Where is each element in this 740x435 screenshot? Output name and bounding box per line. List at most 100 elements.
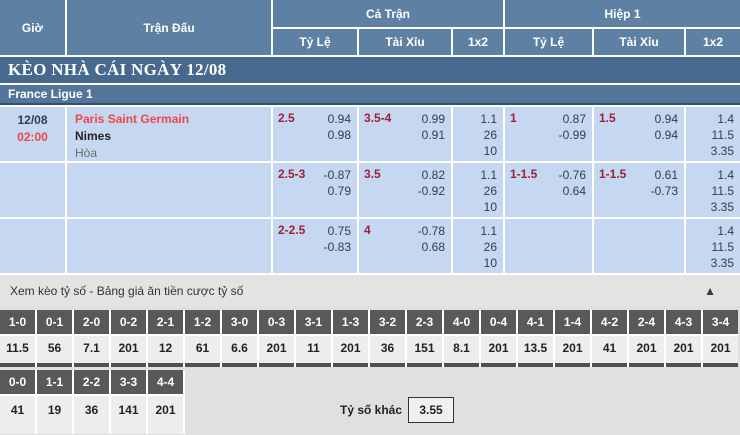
h1-overunder-cell[interactable]: 1.5 0.94 0.94 <box>594 107 684 161</box>
score-odds-tile[interactable]: 2-2 36 <box>74 370 109 434</box>
score-odds-value[interactable]: 11 <box>296 336 331 367</box>
league-title[interactable]: France Ligue 1 <box>0 85 740 105</box>
score-odds-tile[interactable]: 1-4 201 <box>555 310 590 367</box>
score-odds-value[interactable]: 12 <box>148 336 183 367</box>
odds-value[interactable]: 0.79 <box>327 184 351 198</box>
odds-value[interactable]: 10 <box>483 200 497 214</box>
odds-value[interactable]: 0.94 <box>654 112 678 126</box>
score-odds-tile[interactable]: 2-0 7.1 <box>74 310 109 367</box>
score-section-toggle[interactable]: Xem kèo tỷ số - Bảng giá ăn tiền cược tỷ… <box>0 275 740 307</box>
ft-1x2-cell[interactable]: 1.1 26 10 <box>453 219 503 273</box>
odds-value[interactable]: -0.83 <box>323 240 351 254</box>
h1-1x2-cell[interactable]: 1.4 11.5 3.35 <box>686 219 740 273</box>
odds-value[interactable]: 11.5 <box>711 128 734 142</box>
score-odds-tile[interactable]: 1-0 11.5 <box>0 310 35 367</box>
h1-1x2-cell[interactable]: 1.4 11.5 3.35 <box>686 163 740 217</box>
collapse-arrow-icon[interactable]: ▲ <box>704 284 716 298</box>
odds-value[interactable]: 0.91 <box>421 128 445 142</box>
score-odds-value[interactable]: 201 <box>333 336 368 367</box>
score-odds-tile[interactable]: 0-3 201 <box>259 310 294 367</box>
score-odds-value[interactable]: 6.6 <box>222 336 257 367</box>
score-odds-tile[interactable]: 4-2 41 <box>592 310 627 367</box>
h1-handicap-cell[interactable]: 1 0.87 -0.99 <box>505 107 592 161</box>
h1-1x2-cell[interactable]: 1.4 11.5 3.35 <box>686 107 740 161</box>
score-odds-tile[interactable]: 4-3 201 <box>666 310 701 367</box>
odds-value[interactable]: 1.1 <box>480 112 497 126</box>
odds-value[interactable]: 0.75 <box>327 224 351 238</box>
score-odds-value[interactable]: 201 <box>111 336 146 367</box>
score-odds-value[interactable]: 201 <box>666 336 701 367</box>
score-odds-value[interactable]: 201 <box>629 336 664 367</box>
score-odds-value[interactable]: 201 <box>555 336 590 367</box>
score-odds-value[interactable]: 201 <box>148 396 183 434</box>
score-odds-tile[interactable]: 2-4 201 <box>629 310 664 367</box>
odds-value[interactable]: 1.1 <box>480 224 497 238</box>
odds-value[interactable]: -0.78 <box>417 224 445 238</box>
odds-value[interactable]: 0.98 <box>327 128 351 142</box>
score-odds-tile[interactable]: 1-3 201 <box>333 310 368 367</box>
odds-value[interactable]: -0.76 <box>558 168 586 182</box>
score-odds-value[interactable]: 8.1 <box>444 336 479 367</box>
match-teams-cell[interactable]: Paris Saint Germain Nimes Hòa <box>67 107 271 161</box>
score-odds-value[interactable]: 201 <box>703 336 738 367</box>
ft-handicap-cell[interactable]: 2.5 0.94 0.98 <box>273 107 357 161</box>
odds-value[interactable]: 26 <box>483 128 497 142</box>
odds-value[interactable]: 3.35 <box>710 200 734 214</box>
score-odds-value[interactable]: 201 <box>481 336 516 367</box>
score-odds-tile[interactable]: 1-2 61 <box>185 310 220 367</box>
ft-overunder-cell[interactable]: 3.5-4 0.99 0.91 <box>359 107 451 161</box>
h1-overunder-cell[interactable]: 1-1.5 0.61 -0.73 <box>594 163 684 217</box>
score-odds-value[interactable]: 41 <box>592 336 627 367</box>
odds-value[interactable]: 0.99 <box>421 112 445 126</box>
score-odds-tile[interactable]: 1-1 19 <box>37 370 72 434</box>
odds-value[interactable]: 10 <box>483 144 497 158</box>
score-odds-tile[interactable]: 2-1 12 <box>148 310 183 367</box>
score-odds-value[interactable]: 36 <box>370 336 405 367</box>
score-odds-tile[interactable]: 0-4 201 <box>481 310 516 367</box>
score-odds-tile[interactable]: 3-4 201 <box>703 310 738 367</box>
score-odds-value[interactable]: 201 <box>259 336 294 367</box>
odds-value[interactable]: 0.94 <box>327 112 351 126</box>
odds-value[interactable]: -0.73 <box>650 184 678 198</box>
odds-value[interactable]: 11.5 <box>711 240 734 254</box>
score-odds-tile[interactable]: 0-1 56 <box>37 310 72 367</box>
score-odds-value[interactable]: 151 <box>407 336 442 367</box>
other-score-odds-box[interactable]: 3.55 <box>408 397 455 423</box>
score-odds-tile[interactable]: 0-2 201 <box>111 310 146 367</box>
odds-value[interactable]: 3.35 <box>710 144 734 158</box>
score-odds-tile[interactable]: 4-1 13.5 <box>518 310 553 367</box>
ft-overunder-cell[interactable]: 3.5 0.82 -0.92 <box>359 163 451 217</box>
ft-1x2-cell[interactable]: 1.1 26 10 <box>453 163 503 217</box>
score-odds-tile[interactable]: 4-0 8.1 <box>444 310 479 367</box>
ft-handicap-cell[interactable]: 2.5-3 -0.87 0.79 <box>273 163 357 217</box>
score-odds-value[interactable]: 141 <box>111 396 146 434</box>
odds-value[interactable]: 0.64 <box>562 184 586 198</box>
score-odds-value[interactable]: 13.5 <box>518 336 553 367</box>
odds-value[interactable]: -0.87 <box>323 168 351 182</box>
score-odds-tile[interactable]: 3-3 141 <box>111 370 146 434</box>
odds-value[interactable]: -0.99 <box>558 128 586 142</box>
odds-value[interactable]: -0.92 <box>417 184 445 198</box>
odds-value[interactable]: 1.4 <box>717 224 734 238</box>
h1-handicap-cell[interactable]: 1-1.5 -0.76 0.64 <box>505 163 592 217</box>
odds-value[interactable]: 26 <box>483 240 497 254</box>
odds-value[interactable]: 0.68 <box>421 240 445 254</box>
score-odds-tile[interactable]: 3-1 11 <box>296 310 331 367</box>
score-odds-tile[interactable]: 3-0 6.6 <box>222 310 257 367</box>
score-odds-value[interactable]: 41 <box>0 396 35 434</box>
odds-value[interactable]: 1.1 <box>480 168 497 182</box>
ft-handicap-cell[interactable]: 2-2.5 0.75 -0.83 <box>273 219 357 273</box>
odds-value[interactable]: 1.4 <box>717 168 734 182</box>
score-odds-tile[interactable]: 4-4 201 <box>148 370 183 434</box>
score-odds-tile[interactable]: 0-0 41 <box>0 370 35 434</box>
score-odds-value[interactable]: 36 <box>74 396 109 434</box>
score-odds-value[interactable]: 56 <box>37 336 72 367</box>
away-team[interactable]: Nimes <box>75 129 112 143</box>
score-odds-value[interactable]: 19 <box>37 396 72 434</box>
odds-value[interactable]: 3.35 <box>710 256 734 270</box>
score-odds-tile[interactable]: 3-2 36 <box>370 310 405 367</box>
score-odds-value[interactable]: 61 <box>185 336 220 367</box>
score-odds-tile[interactable]: 2-3 151 <box>407 310 442 367</box>
odds-value[interactable]: 0.87 <box>562 112 586 126</box>
odds-value[interactable]: 0.94 <box>654 128 678 142</box>
